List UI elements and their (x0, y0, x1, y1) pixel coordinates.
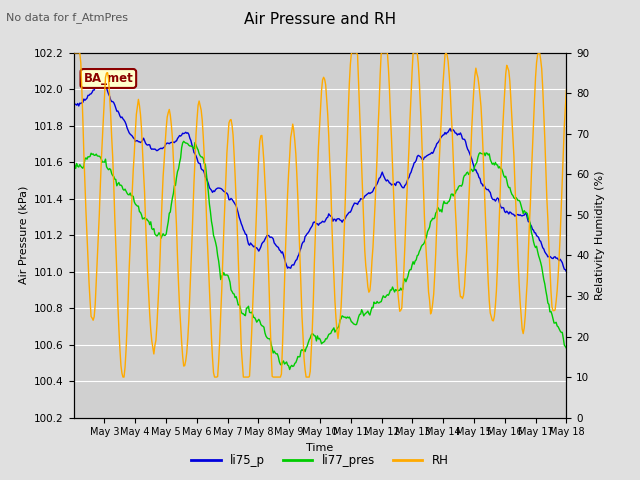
Legend: li75_p, li77_pres, RH: li75_p, li77_pres, RH (187, 449, 453, 472)
Y-axis label: Relativity Humidity (%): Relativity Humidity (%) (595, 170, 605, 300)
Text: BA_met: BA_met (83, 72, 133, 85)
Text: Air Pressure and RH: Air Pressure and RH (244, 12, 396, 27)
Text: No data for f_AtmPres: No data for f_AtmPres (6, 12, 129, 23)
X-axis label: Time: Time (307, 443, 333, 453)
Y-axis label: Air Pressure (kPa): Air Pressure (kPa) (19, 186, 29, 284)
